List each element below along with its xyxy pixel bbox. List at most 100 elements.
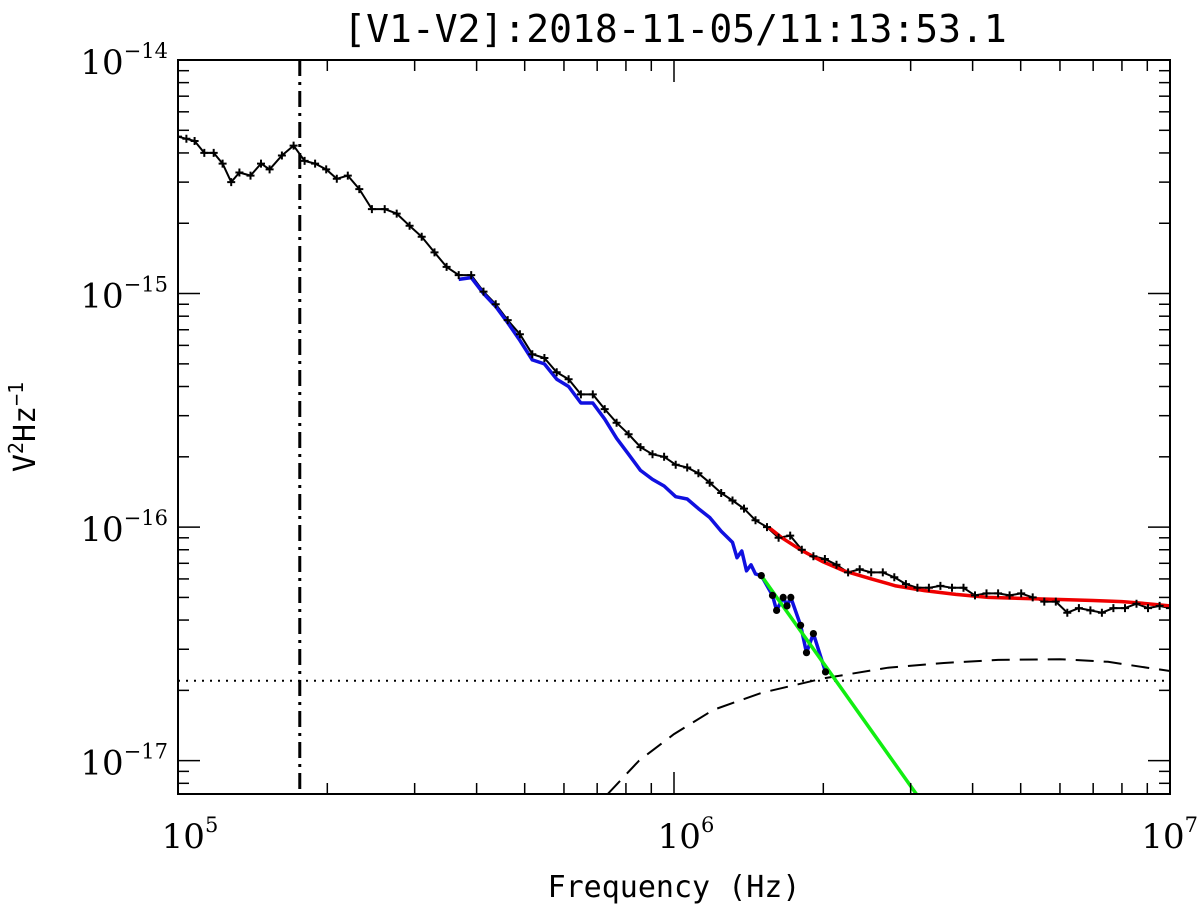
spectrum-plus-marker — [467, 271, 476, 280]
spectrum-plus-marker — [552, 368, 561, 377]
x-axis-label: Frequency (Hz) — [548, 870, 801, 905]
spectrum-plus-marker — [600, 405, 609, 414]
x-tick-label-base: 10 — [162, 817, 205, 857]
spectrum-plus-marker — [528, 350, 537, 359]
spectrum-plus-marker — [855, 565, 864, 574]
spectrum-plus-marker — [343, 171, 352, 180]
spectrum-plus-marker — [751, 516, 760, 525]
marker-layer — [178, 132, 1170, 676]
spectrum-plus-marker — [728, 496, 737, 505]
spectrum-plus-marker — [832, 560, 841, 569]
spectrum-plus-marker — [540, 354, 549, 362]
spectrum-plus-marker — [1051, 597, 1060, 606]
spectrum-plus-marker — [1005, 591, 1014, 600]
spectrum-plus-marker — [289, 141, 298, 150]
spectrum-plus-marker — [740, 504, 748, 513]
spectrum-plus-marker — [913, 583, 922, 592]
blue-fit-series-line — [458, 275, 828, 673]
spectrum-plus-marker — [454, 271, 463, 280]
spectrum-plus-marker — [367, 205, 376, 214]
spectrum-plus-marker — [246, 171, 255, 180]
x-tick-label: 106 — [658, 813, 715, 857]
spectrum-plus-marker — [982, 589, 991, 598]
spectrum-plus-marker — [235, 168, 244, 177]
y-tick-label: 10−16 — [80, 506, 168, 550]
spectrum-plus-marker — [564, 375, 573, 384]
fit-dot-marker — [821, 668, 830, 676]
x-tick-label-exponent: 7 — [1185, 813, 1198, 837]
spectrum-plus-marker — [786, 531, 795, 540]
y-tick-label-exponent: −15 — [124, 273, 168, 297]
fit-dot-marker — [787, 593, 795, 602]
spectrum-plus-marker — [503, 316, 512, 325]
x-tick-label-exponent: 6 — [701, 813, 714, 837]
spectrum-plus-marker — [265, 165, 274, 174]
spectrum-plus-marker — [624, 430, 633, 439]
spectrum-plus-marker — [300, 156, 309, 165]
fit-dot-marker — [783, 602, 791, 610]
spectrum-plus-marker — [924, 583, 933, 592]
fit-dot-marker — [779, 593, 787, 602]
spectrum-plus-marker — [1086, 606, 1095, 615]
y-axis-label-sup2: −1 — [4, 382, 28, 406]
fit-dot-marker — [809, 630, 818, 638]
spectrum-plus-marker — [1097, 608, 1106, 617]
spectrum-plus-marker — [844, 568, 853, 577]
spectrum-plus-marker — [774, 533, 783, 542]
spectrum-plus-marker — [660, 452, 669, 461]
spectrum-plus-marker — [936, 581, 945, 590]
spectrum-plus-marker — [1166, 604, 1170, 613]
y-tick-label-base: 10 — [80, 277, 123, 317]
y-tick-label-exponent: −16 — [124, 506, 168, 530]
spectrum-plus-marker — [1132, 599, 1141, 608]
x-tick-label: 107 — [1141, 813, 1198, 857]
y-axis-label: V2Hz−1 — [4, 382, 43, 472]
spectrum-plus-marker — [867, 568, 876, 577]
series-layer — [178, 135, 1170, 794]
y-tick-label: 10−15 — [80, 273, 168, 317]
spectrum-plus-marker — [576, 390, 585, 399]
y-tick-label-base: 10 — [80, 744, 123, 784]
fit-dot-marker — [797, 621, 805, 629]
svg-text:V2Hz−1: V2Hz−1 — [4, 382, 43, 472]
fit-dot-marker — [773, 606, 781, 615]
spectrum-plus-marker — [405, 221, 414, 230]
spectrum-plus-marker — [442, 262, 451, 271]
spectrum-plus-marker — [1074, 604, 1083, 613]
spectrum-plus-marker — [612, 418, 621, 427]
spectrum-plus-marker — [959, 583, 968, 592]
spectrum-plus-marker — [683, 463, 692, 472]
spectrum-plus-marker — [1040, 597, 1049, 606]
spectrum-plus-marker — [515, 330, 524, 339]
spectrum-plus-marker — [1144, 604, 1152, 613]
y-tick-label-exponent: −14 — [124, 39, 168, 63]
spectrum-plus-marker — [190, 137, 199, 145]
fit-dot-marker — [802, 649, 811, 657]
spectrum-plus-marker — [636, 443, 645, 452]
spectrum-plus-marker — [648, 450, 657, 459]
y-tick-label-base: 10 — [80, 43, 123, 83]
spectrum-plus-marker — [820, 555, 829, 563]
spectrum-plus-marker — [322, 165, 331, 174]
x-tick-label-base: 10 — [658, 817, 701, 857]
y-axis-label-sup1: 2 — [4, 442, 28, 454]
spectrum-plus-marker — [182, 134, 191, 143]
spectrum-plus-marker — [1121, 604, 1129, 613]
spectrum-plus-marker — [1155, 601, 1164, 610]
dashed-curve-series — [606, 658, 1170, 794]
y-tick-label: 10−17 — [80, 740, 168, 784]
spectrum-plus-marker — [178, 132, 182, 141]
green-fit-series-line — [759, 574, 918, 794]
spectrum-plus-marker — [257, 159, 265, 168]
spectrum-plus-marker — [209, 148, 218, 157]
spectrum-plus-marker — [994, 589, 1003, 598]
spectrum-plus-marker — [277, 151, 286, 160]
y-axis-label-mid: Hz — [8, 406, 43, 442]
spectrum-plus-marker — [890, 573, 899, 582]
chart-title: [V1-V2]:2018-11-05/11:13:53.1 — [343, 7, 1006, 51]
spectrum-plus-marker — [1028, 593, 1037, 602]
spectrum-plus-marker — [705, 478, 714, 487]
spectrum-plus-marker — [392, 209, 401, 218]
